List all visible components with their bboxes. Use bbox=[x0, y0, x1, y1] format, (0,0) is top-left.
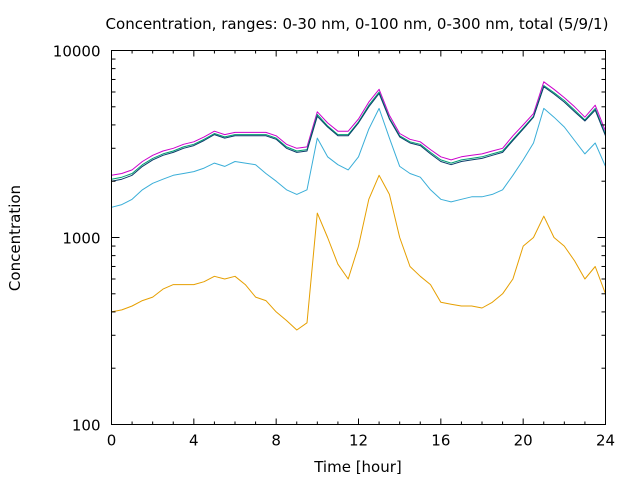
series-line-3 bbox=[111, 86, 606, 182]
plot-frame bbox=[111, 50, 606, 425]
series-line-4 bbox=[111, 107, 606, 208]
x-tick-label: 16 bbox=[431, 432, 450, 450]
series-layer bbox=[111, 81, 606, 331]
series-line-5 bbox=[111, 174, 606, 331]
series-line-1 bbox=[111, 81, 606, 176]
y-tick-label: 1000 bbox=[62, 230, 100, 248]
x-tick-label: 20 bbox=[514, 432, 533, 450]
x-tick-label: 4 bbox=[189, 432, 199, 450]
x-tick-label: 0 bbox=[107, 432, 117, 450]
y-tick-label: 10000 bbox=[53, 43, 101, 61]
y-tick-label: 100 bbox=[72, 417, 101, 435]
y-axis-label: Concentration bbox=[6, 185, 24, 291]
x-tick-label: 24 bbox=[596, 432, 615, 450]
series-line-2 bbox=[111, 85, 606, 180]
x-tick-label: 12 bbox=[349, 432, 368, 450]
x-axis-label: Time [hour] bbox=[313, 458, 402, 476]
chart-title: Concentration, ranges: 0-30 nm, 0-100 nm… bbox=[106, 15, 609, 33]
axis-ticks: 0 4 8 12 16 20 24 100 1000 10000 bbox=[53, 43, 615, 450]
x-tick-label: 8 bbox=[271, 432, 281, 450]
